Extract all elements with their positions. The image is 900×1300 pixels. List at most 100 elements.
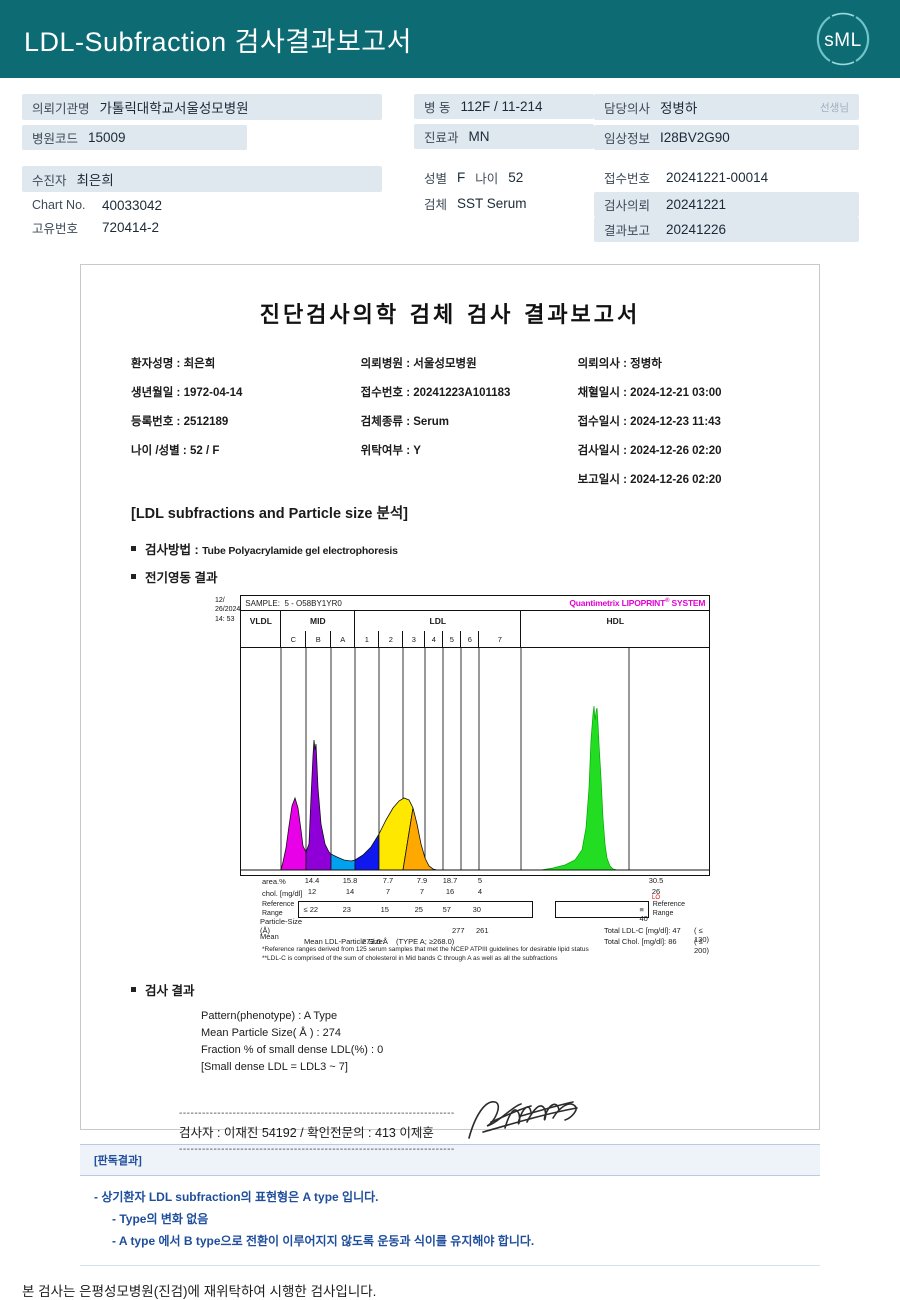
ref-mid-c: 23 [342,905,351,914]
info-test-datetime: 검사일시 : 2024-12-26 02:20 [577,445,722,457]
field-test-request: 검사의뢰 20241221 [594,192,859,217]
chart-footnote-1: *Reference ranges derived from 125 serum… [262,946,589,953]
group-hdl: HDL [606,616,625,626]
band-sub-headers: C B A 1 2 3 4 5 6 7 [241,631,709,647]
row-area-pct: area.% 14.4 15.8 7.7 7.9 18.7 5 30.5 [260,876,685,887]
chol-mid-c: 14 [345,887,355,896]
reference-range-box-right: ≡ 40 [554,901,649,923]
field-hospital-code: 병원코드 15009 [22,125,247,150]
result-mean-particle-size: Mean Particle Size( Å ) : 274 [201,1026,342,1039]
sub-ldl-5: 5 [443,631,462,647]
band-group-headers: VLDL MID LDL HDL [241,611,709,631]
info-col-middle: 병 동 112F / 11-214 진료과 MN [414,94,594,150]
info-outsourced: 위탁여부 : Y [360,445,421,457]
bullet-square-icon [131,986,136,992]
sub-hdl-spacer [521,631,709,647]
sub-vldl-spacer [241,631,282,647]
total-ldlc: Total LDL-C [mg/dl]: 47 [604,925,681,935]
receipt-no-value: 20241221-00014 [666,170,769,185]
header-rule [0,78,900,82]
interpretation-line-3: - A type 에서 B type으로 전환이 이루어지지 않도록 운동과 식… [112,1234,535,1249]
electrophoresis-label: 전기영동 결과 [145,571,218,585]
interpretation-line-1: - 상기환자 LDL subfraction의 표현형은 A type 입니다. [94,1190,379,1204]
test-request-label: 검사의뢰 [604,199,651,213]
hospital-code-value: 15009 [88,130,126,145]
particle-size-label: Particle-Size (Å) [260,916,303,935]
lipoprint-sample-bar: SAMPLE: 5 - O58BY1YR0 Quantimetrix LIPOP… [241,596,710,611]
chart-no-value: 40033042 [102,197,163,213]
result-report-label: 결과보고 [604,224,651,238]
sub-ldl-2: 2 [379,631,404,647]
ref-hdl: ≡ 40 [639,905,648,923]
institution-value: 가톨릭대학교서울성모병원 [99,101,249,116]
sample-id: 5 - O58BY1YR0 [284,598,342,608]
signature-block: ----------------------------------------… [81,1092,819,1155]
sub-ldl-1: 1 [355,631,380,647]
interpretation-section: [판독결과] - 상기환자 LDL subfraction의 표현형은 A ty… [80,1144,820,1266]
info-col-right: 담당의사 정병하 선생님 임상정보 I28BV2G90 [594,94,878,150]
chol-ldl-2: 4 [477,887,483,896]
info-receipt-datetime: 접수일시 : 2024-12-23 11:43 [577,416,721,428]
row-mean-particle-size: Mean Mean LDL-Particle Size: 273.6 Å (TY… [260,931,709,955]
total-chol-ref: ( ≤ 200) [694,936,710,955]
total-chol: Total Chol. [mg/dl]: 86 [604,936,677,946]
row-particle-size: Particle-Size (Å) 277 261 Total LDL-C [m… [260,917,709,944]
row-chol: chol. [mg/dl] 12 14 7 7 16 4 26 LO [260,887,685,901]
total-ldlc-ref: ( ≤ 130) [694,925,710,944]
sex-label: 성별 [424,172,448,186]
method-row: 검사방법 : Tube Polyacrylamide gel electroph… [81,539,819,558]
info-report-datetime: 보고일시 : 2024-12-26 02:20 [577,474,722,486]
doctor-suffix: 선생님 [820,101,849,114]
inner-report-document: 진단검사의학 검체 검사 결과보고서 환자성명 : 최은희 생년월일 : 197… [80,264,820,1155]
mean-size-type: (TYPE A; ≥268.0) [396,936,455,946]
area-ldl-2: 5 [477,876,483,885]
ref-ldl-1: 57 [442,905,451,914]
reference-range-box-left: ≤ 22 23 15 25 57 30 [297,901,533,918]
info-receipt-no: 접수번호 : 20241223A101183 [360,387,511,399]
chart-footnote-2: **LDL-C is comprised of the sum of chole… [262,955,558,963]
clinical-info-label: 임상정보 [604,132,651,146]
doctor-value: 정병하 [660,101,698,116]
info-referring-doctor: 의뢰의사 : 정병하 [577,358,662,370]
info-age-sex: 나이 /성별 : 52 / F [131,445,220,457]
field-specimen: 검체 SST Serum [414,192,594,215]
result-header-row: 검사 결과 [81,980,819,999]
info-referring-hospital: 의뢰병원 : 서울성모병원 [360,358,477,370]
test-request-value: 20241221 [666,197,727,212]
age-label: 나이 [475,172,499,186]
sample-label: SAMPLE: [245,598,280,608]
lipoprint-panel: 12/ 26/2024 14: 53 SAMPLE: 5 - O58BY1YR0 … [215,595,711,964]
interpretation-heading: [판독결과] [80,1144,820,1176]
lipoprint-data-table: area.% 14.4 15.8 7.7 7.9 18.7 5 30.5 cho… [215,876,709,964]
info-specimen-type: 검체종류 : Serum [360,416,450,428]
mean-size-value: 273.6 Å [362,936,388,946]
group-vldl: VLDL [241,611,282,631]
age-value: 52 [508,170,524,185]
page-title: LDL-Subfraction 검사결과보고서 [24,26,412,57]
particle-size-2: 261 [476,925,489,935]
result-details: Pattern(phenotype) : A Type Mean Particl… [81,1008,819,1076]
area-mid-a: 7.9 [416,876,428,885]
info-col-left: 의뢰기관명 가톨릭대학교서울성모병원 병원코드 15009 [22,94,414,150]
chol-hdl: 26 [651,887,661,896]
info-birthdate: 생년월일 : 1972-04-14 [131,387,243,399]
signature-dashes-bottom: ----------------------------------------… [179,1144,455,1156]
signature-dashes-top: ----------------------------------------… [179,1108,455,1120]
hospital-code-label: 병원코드 [32,132,79,146]
ward-label: 병 동 [424,101,451,115]
patient-label: 수진자 [32,173,67,188]
area-ldl-1: 18.7 [442,876,458,885]
ref-vldl: ≤ 22 [303,905,319,914]
specimen-value: SST Serum [457,196,527,211]
info-col-right-2: 접수번호 20241221-00014 검사의뢰 20241221 결과보고 2… [594,166,878,242]
report-title: 진단검사의학 검체 검사 결과보고서 [259,303,641,328]
department-value: MN [468,129,490,144]
lipoprint-brand: Quantimetrix LIPOPRINT® SYSTEM [569,598,706,608]
row-reference-range: Reference Range ≤ 22 23 15 25 57 30 ≡ 40 … [260,901,685,923]
mean-size-prefix: Mean [260,932,279,941]
reference-range-label-right: Reference Range [652,901,685,917]
info-patient-name: 환자성명 : 최은희 [131,358,216,370]
field-sex-age: 성별 F 나이 52 [414,166,594,189]
densitometry-plot [241,647,710,875]
doctor-label: 담당의사 [604,101,651,116]
